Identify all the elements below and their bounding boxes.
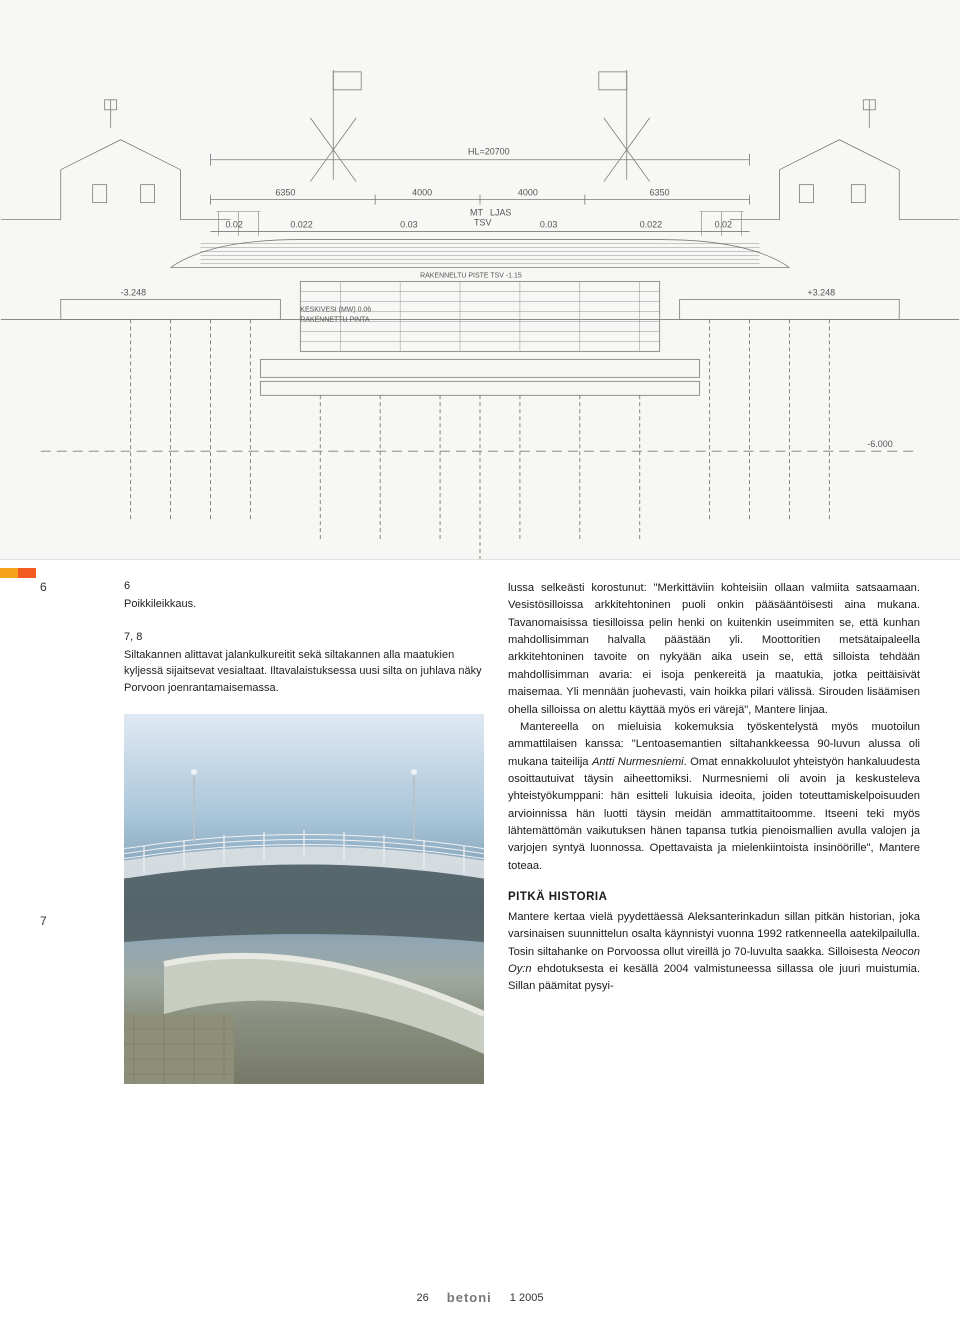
- body-p3: Mantere kertaa vielä pyydettäessä Aleksa…: [508, 909, 920, 996]
- issue-label: 1 2005: [510, 1292, 544, 1304]
- pier-cap-1: RAKENNELTU PISTE TSV -1.15: [420, 273, 522, 280]
- dim-top-2: 4000: [518, 188, 538, 198]
- dim-slope-3: 0.03: [540, 220, 557, 230]
- level-right: +3.248: [807, 287, 835, 297]
- figure-label-6: 6: [40, 580, 100, 594]
- caption-78-title: 7, 8: [124, 631, 484, 643]
- magazine-brand: betoni: [447, 1290, 492, 1305]
- drawing-svg: HL=20700 6350 4000 4000 6350 0.02 0.022 …: [0, 0, 960, 559]
- artist-name: Antti Nurmesniemi: [592, 756, 684, 768]
- mid-label-2: TSV: [474, 218, 491, 228]
- dim-slope-2: 0.03: [400, 220, 417, 230]
- mid-label-1: LJAS: [490, 208, 511, 218]
- body-p2: Mantereella on mieluisia kokemuksia työs…: [508, 719, 920, 875]
- caption-6-title: 6: [124, 580, 484, 592]
- page-number: 26: [417, 1292, 429, 1304]
- accent-strip: [0, 568, 36, 578]
- caption-6-body: Poikkileikkaus.: [124, 596, 484, 613]
- page-footer: 26 betoni 1 2005: [0, 1290, 960, 1305]
- section-heading: PITKÄ HISTORIA: [508, 889, 920, 907]
- level-left: -3.248: [121, 287, 146, 297]
- dim-top-3: 6350: [650, 188, 670, 198]
- dim-slope-4: 0.022: [640, 220, 662, 230]
- level-base: -6.000: [867, 439, 892, 449]
- dim-top-0: 6350: [275, 188, 295, 198]
- dim-slope-1: 0.022: [290, 220, 312, 230]
- photo-svg: [124, 714, 484, 1084]
- pier-cap-3: RAKENNETTU PINTA: [300, 316, 370, 323]
- dim-slope-5: 0.02: [715, 220, 732, 230]
- caption-6: 6 Poikkileikkaus.: [124, 580, 484, 613]
- dim-top-1: 4000: [412, 188, 432, 198]
- hl-label: HL=20700: [468, 147, 510, 157]
- pier-cap-2: KESKIVESI (MW) 0.06: [300, 306, 371, 313]
- caption-78: 7, 8 Siltakannen alittavat jalankulkurei…: [124, 631, 484, 697]
- article-body: lussa selkeästi korostunut: "Merkittävii…: [508, 580, 920, 1084]
- bridge-photo: Jussi Tiainen: [124, 714, 484, 1084]
- mid-label-0: MT: [470, 208, 483, 218]
- caption-78-body: Siltakannen alittavat jalankulkureitit s…: [124, 647, 484, 697]
- cross-section-drawing: HL=20700 6350 4000 4000 6350 0.02 0.022 …: [0, 0, 960, 560]
- figure-label-7: 7: [40, 914, 100, 928]
- body-p1: lussa selkeästi korostunut: "Merkittävii…: [508, 580, 920, 719]
- dim-slope-0: 0.02: [225, 220, 242, 230]
